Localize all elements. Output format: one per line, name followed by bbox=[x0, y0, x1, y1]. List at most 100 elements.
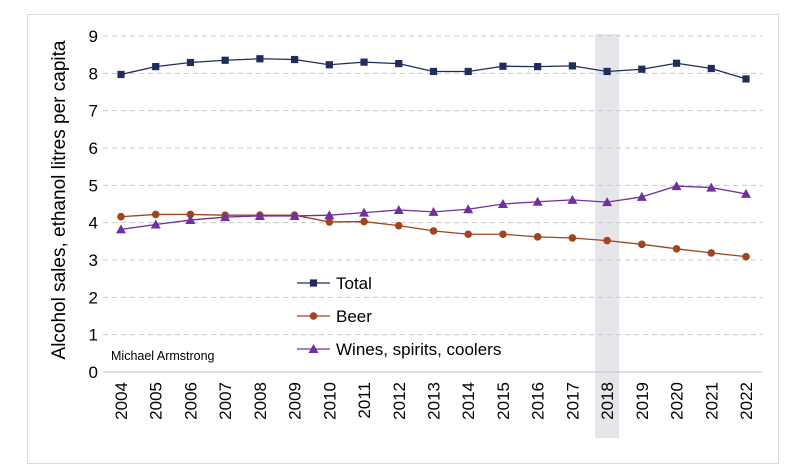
x-tick-label: 2017 bbox=[563, 382, 582, 420]
legend: Total Beer Wines, spirits, coolers bbox=[297, 274, 501, 359]
legend-label: Beer bbox=[336, 307, 372, 326]
x-tick-label: 2014 bbox=[459, 382, 478, 420]
legend-item: Total bbox=[297, 274, 372, 293]
data-point bbox=[742, 252, 750, 261]
data-point bbox=[150, 219, 161, 229]
x-tick-label: 2015 bbox=[494, 382, 513, 420]
x-tick-label: 2013 bbox=[425, 382, 444, 420]
x-tick-label: 2021 bbox=[702, 382, 721, 420]
x-tick-label: 2010 bbox=[320, 382, 339, 420]
data-point bbox=[220, 212, 231, 222]
data-point bbox=[741, 188, 751, 198]
y-tick-label: 8 bbox=[89, 64, 98, 83]
y-axis-label: Alcohol sales, ethanol litres per capita bbox=[49, 40, 70, 359]
x-tick-label: 2007 bbox=[216, 382, 235, 420]
y-tick-label: 6 bbox=[89, 139, 98, 158]
data-point bbox=[186, 210, 195, 219]
data-point bbox=[360, 58, 368, 66]
data-point bbox=[359, 207, 370, 217]
x-tick-label: 2022 bbox=[737, 382, 756, 420]
data-point bbox=[706, 182, 717, 192]
y-axis: 0 1 2 3 4 5 6 7 8 9 bbox=[89, 27, 762, 382]
data-point bbox=[325, 218, 334, 226]
x-tick-label: 2018 bbox=[598, 382, 617, 420]
data-point bbox=[638, 240, 646, 249]
x-tick-label: 2019 bbox=[633, 382, 652, 420]
y-tick-label: 1 bbox=[89, 326, 98, 345]
data-point bbox=[532, 196, 543, 206]
data-point bbox=[499, 62, 507, 70]
data-point bbox=[152, 63, 160, 71]
data-point bbox=[568, 234, 577, 242]
y-tick-label: 4 bbox=[89, 214, 98, 233]
data-point bbox=[707, 249, 716, 257]
data-point bbox=[254, 210, 265, 220]
x-tick-label: 2011 bbox=[355, 382, 374, 419]
data-point bbox=[116, 224, 126, 234]
data-point bbox=[394, 221, 403, 230]
highlight-band-2018 bbox=[595, 34, 620, 438]
data-point bbox=[360, 217, 368, 226]
data-point bbox=[464, 230, 473, 239]
data-point bbox=[393, 204, 404, 214]
series-wines-spirits-coolers bbox=[116, 181, 751, 234]
x-tick-label: 2004 bbox=[112, 382, 131, 420]
data-point bbox=[568, 62, 576, 70]
legend-label: Wines, spirits, coolers bbox=[336, 340, 501, 359]
legend-label: Total bbox=[336, 274, 372, 293]
series-layer bbox=[116, 55, 751, 261]
data-point bbox=[117, 70, 125, 79]
x-tick-label: 2020 bbox=[668, 382, 687, 420]
data-point bbox=[186, 58, 195, 67]
data-point bbox=[429, 227, 438, 235]
data-point bbox=[672, 59, 681, 67]
data-point bbox=[289, 210, 300, 220]
data-point bbox=[672, 245, 681, 253]
data-point bbox=[534, 63, 542, 71]
data-point bbox=[324, 210, 335, 220]
data-point bbox=[603, 67, 611, 76]
grid-lines bbox=[103, 35, 762, 336]
y-tick-label: 5 bbox=[89, 176, 98, 195]
x-axis: 2004 2005 2006 2007 2008 2009 2010 2011 2012 2013… bbox=[112, 382, 756, 420]
data-point bbox=[499, 230, 507, 239]
data-point bbox=[117, 212, 125, 221]
data-point bbox=[463, 204, 474, 214]
legend-item: Beer bbox=[297, 307, 372, 326]
data-point bbox=[602, 197, 613, 207]
legend-marker bbox=[309, 312, 318, 320]
x-tick-label: 2009 bbox=[286, 382, 305, 420]
y-tick-label: 0 bbox=[89, 363, 98, 382]
data-point bbox=[603, 236, 611, 245]
data-point bbox=[428, 206, 439, 216]
data-point bbox=[395, 60, 403, 68]
data-point bbox=[464, 67, 472, 76]
data-point bbox=[291, 55, 299, 64]
x-tick-label: 2005 bbox=[147, 382, 166, 420]
x-tick-label: 2012 bbox=[390, 382, 409, 420]
data-point bbox=[185, 215, 196, 225]
data-point bbox=[533, 233, 542, 241]
attribution-text: Michael Armstrong bbox=[111, 349, 215, 363]
data-point bbox=[636, 191, 647, 201]
chart-frame bbox=[27, 14, 779, 464]
data-point bbox=[707, 64, 715, 73]
data-point bbox=[221, 56, 229, 64]
data-point bbox=[638, 65, 646, 73]
data-point bbox=[429, 67, 438, 76]
legend-marker bbox=[309, 279, 318, 287]
legend-item: Wines, spirits, coolers bbox=[297, 340, 501, 359]
y-tick-label: 3 bbox=[89, 251, 98, 270]
x-tick-label: 2006 bbox=[181, 382, 200, 420]
y-tick-label: 9 bbox=[89, 27, 98, 46]
data-point bbox=[497, 199, 508, 208]
data-point bbox=[151, 210, 160, 219]
series-line bbox=[120, 213, 747, 258]
data-point bbox=[256, 55, 264, 63]
y-tick-label: 2 bbox=[89, 288, 98, 307]
data-point bbox=[742, 75, 750, 83]
x-tick-label: 2008 bbox=[251, 382, 270, 420]
data-point bbox=[325, 61, 333, 69]
data-point bbox=[671, 181, 682, 191]
